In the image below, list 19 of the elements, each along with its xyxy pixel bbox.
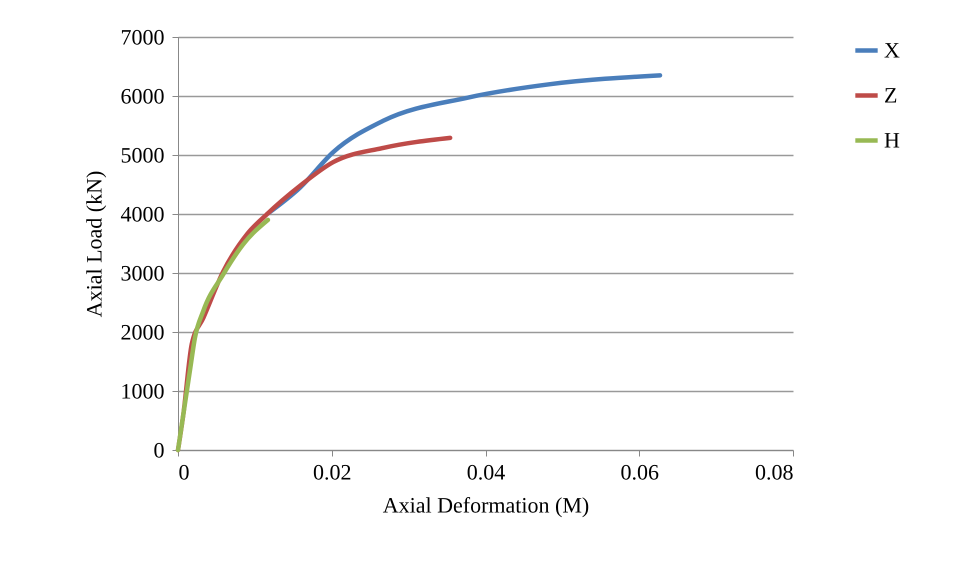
- legend-label: H: [884, 128, 900, 152]
- y-tick-label: 4000: [120, 202, 164, 226]
- x-tick-label: 0.06: [620, 460, 659, 484]
- y-axis-title: Axial Load (kN): [82, 170, 106, 318]
- x-axis-title: Axial Deformation (M): [382, 492, 590, 518]
- x-tick-label: 0.08: [755, 460, 794, 484]
- x-tick-label: 0.04: [466, 460, 506, 484]
- legend-label: Z: [884, 82, 898, 108]
- legend-label: X: [884, 38, 900, 62]
- y-tick-label: 0: [154, 438, 164, 462]
- y-tick-label: 2000: [120, 320, 164, 344]
- y-tick-label: 5000: [120, 142, 164, 168]
- y-tick-label: 3000: [120, 260, 164, 286]
- line-series: [176, 218, 270, 452]
- y-tick-label: 7000: [120, 24, 164, 50]
- x-tick-label: 0: [178, 460, 190, 484]
- y-tick-label: 1000: [120, 378, 164, 404]
- y-tick-label: 6000: [120, 84, 164, 108]
- x-tick-label: 0.02: [313, 460, 352, 484]
